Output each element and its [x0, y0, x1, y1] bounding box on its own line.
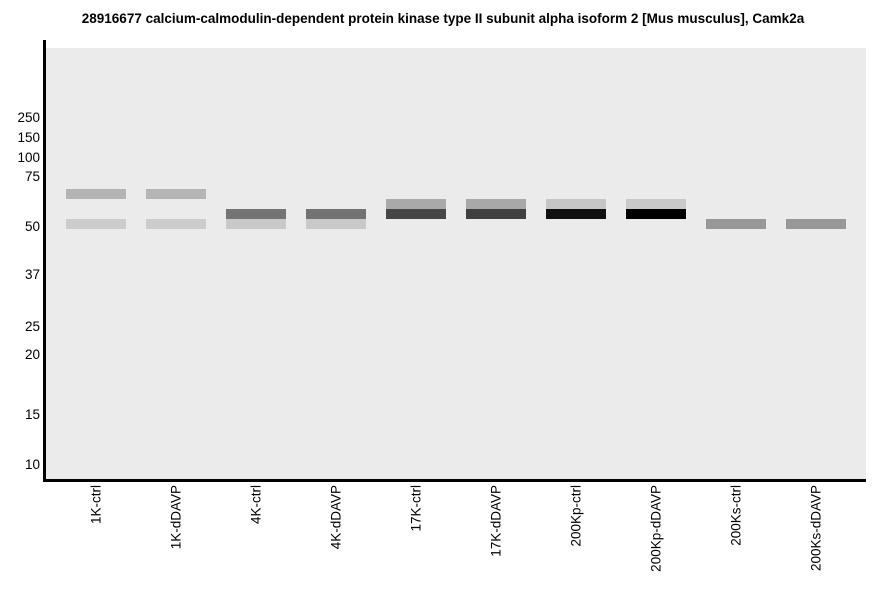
x-lane-label: 17K-ctrl [408, 485, 424, 532]
x-lane-label-wrap: 200Ks-dDAVP [809, 485, 824, 576]
y-tick-label: 75 [24, 169, 40, 184]
x-lane-label: 1K-dDAVP [168, 485, 184, 550]
x-lane-label-wrap: 4K-ctrl [249, 485, 264, 529]
x-lane-label-wrap: 200Kp-ctrl [569, 485, 584, 552]
x-lane-label: 4K-dDAVP [328, 485, 344, 550]
gel-band [306, 209, 366, 219]
x-lane-label: 17K-dDAVP [488, 485, 504, 557]
gel-band [226, 209, 286, 219]
x-lane-label-wrap: 1K-dDAVP [169, 485, 184, 554]
gel-band [786, 219, 846, 229]
gel-band [466, 209, 526, 219]
y-tick-label: 15 [24, 407, 40, 422]
y-tick-label: 150 [17, 130, 40, 145]
gel-band [66, 189, 126, 199]
gel-band [66, 219, 126, 229]
gel-band [386, 209, 446, 219]
gel-band [626, 209, 686, 219]
y-tick-label: 10 [24, 457, 40, 472]
y-tick-label: 37 [24, 267, 40, 282]
x-lane-label: 200Kp-ctrl [568, 485, 584, 547]
x-axis-spine [43, 479, 866, 482]
x-lane-label: 200Ks-ctrl [728, 485, 744, 546]
gel-band [626, 199, 686, 209]
y-tick-label: 100 [17, 150, 40, 165]
gel-band [146, 219, 206, 229]
x-lane-label-wrap: 1K-ctrl [89, 485, 104, 529]
y-tick-label: 50 [24, 219, 40, 234]
gel-plot-area [46, 48, 866, 479]
gel-band [546, 199, 606, 209]
x-lane-label-wrap: 4K-dDAVP [329, 485, 344, 554]
x-lane-label-wrap: 200Ks-ctrl [729, 485, 744, 551]
y-tick-label: 20 [24, 347, 40, 362]
y-axis-spine [43, 40, 46, 482]
x-lane-label-wrap: 17K-ctrl [409, 485, 424, 537]
gel-band [706, 219, 766, 229]
x-lane-label-wrap: 200Kp-dDAVP [649, 485, 664, 577]
figure-title: 28916677 calcium-calmodulin-dependent pr… [81, 11, 805, 26]
x-lane-label: 4K-ctrl [248, 485, 264, 525]
y-tick-label: 25 [24, 319, 40, 334]
x-lane-label-wrap: 17K-dDAVP [489, 485, 504, 562]
x-lane-label: 200Kp-dDAVP [648, 485, 664, 572]
x-lane-label: 200Ks-dDAVP [808, 485, 824, 572]
gel-band [226, 219, 286, 229]
y-tick-label: 250 [17, 110, 40, 125]
gel-band [546, 209, 606, 219]
gel-band [306, 219, 366, 229]
gel-band [466, 199, 526, 209]
gel-band [386, 199, 446, 209]
x-lane-label: 1K-ctrl [88, 485, 104, 525]
gel-band [146, 189, 206, 199]
